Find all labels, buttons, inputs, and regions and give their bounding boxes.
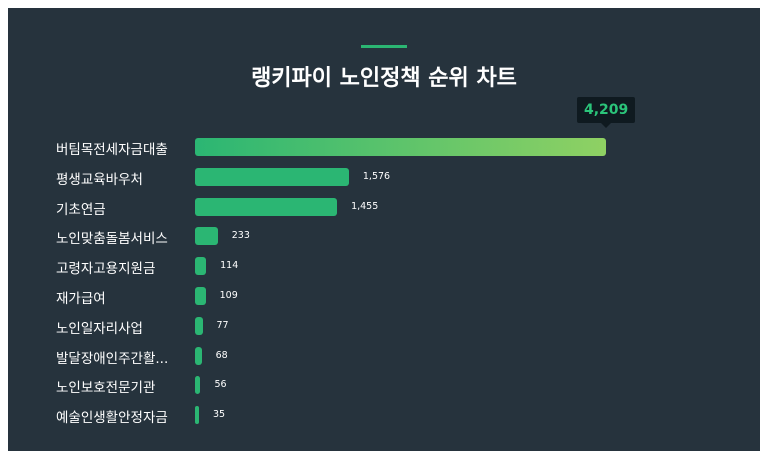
bar[interactable] — [195, 257, 207, 276]
value-tooltip: 4,209 — [577, 97, 636, 128]
category-label: 발달장애인주간활... — [56, 350, 169, 367]
bar[interactable] — [195, 138, 606, 156]
title-accent-line — [361, 45, 407, 48]
bar[interactable] — [195, 316, 203, 335]
category-label: 예술인생활안정자금 — [56, 410, 168, 427]
value-label: 35 — [213, 409, 226, 421]
category-label: 노인보호전문기관 — [56, 380, 156, 397]
category-label: 고령자고용지원금 — [56, 261, 156, 278]
value-label: 233 — [231, 230, 250, 242]
value-label: 109 — [219, 290, 238, 301]
category-label: 버팀목전세자금대출 — [56, 142, 168, 158]
bar[interactable] — [195, 406, 199, 425]
category-label: 평생교육바우처 — [56, 171, 143, 188]
category-label: 재가급여 — [56, 291, 106, 307]
chart-title: 랭키파이 노인정책 순위 차트 — [251, 66, 517, 91]
bar[interactable] — [195, 167, 349, 186]
bar[interactable] — [195, 287, 206, 305]
bar[interactable] — [195, 376, 201, 395]
bar[interactable] — [195, 197, 338, 216]
value-label: 1,455 — [351, 200, 379, 212]
value-label: 77 — [216, 319, 229, 331]
chart-panel — [8, 8, 760, 451]
bar[interactable] — [195, 346, 202, 365]
value-label: 1,576 — [362, 170, 391, 182]
category-label: 노인맞춤돌봄서비스 — [56, 231, 168, 248]
value-label: 114 — [220, 260, 239, 272]
bar[interactable] — [195, 227, 218, 246]
category-label: 기초연금 — [56, 201, 106, 218]
value-label: 68 — [215, 349, 228, 361]
value-label: 56 — [214, 379, 227, 391]
category-label: 노인일자리사업 — [56, 320, 143, 337]
